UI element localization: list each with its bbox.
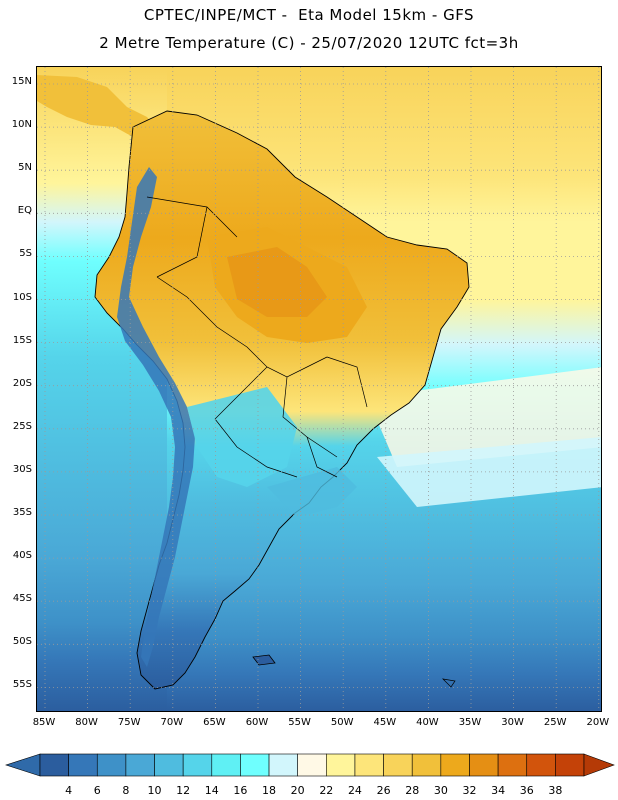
legend-color-box <box>96 753 127 777</box>
legend-value-label: 28 <box>405 784 420 797</box>
legend-color-box <box>154 753 184 777</box>
longitude-label: 85W <box>32 717 56 728</box>
legend-color-box <box>497 753 528 777</box>
legend-value-label: 32 <box>462 784 477 797</box>
legend-value-label: 4 <box>65 784 73 797</box>
latitude-label: 20S <box>12 377 32 389</box>
andes-cold-spine <box>117 167 195 667</box>
longitude-label: 75W <box>117 717 141 728</box>
legend-color-box <box>411 753 442 777</box>
longitude-label: 60W <box>245 717 269 728</box>
legend-color-box <box>526 753 556 777</box>
country-borders <box>146 196 368 478</box>
legend-color-box <box>182 753 213 777</box>
legend-value-label: 38 <box>548 784 563 797</box>
longitude-label: 65W <box>203 717 226 728</box>
legend-under-arrow <box>5 753 41 777</box>
longitude-label: 25W <box>543 717 567 728</box>
legend-value-label: 20 <box>290 784 305 797</box>
legend-color-box <box>39 753 69 777</box>
map-title-line-1: CPTEC/INPE/MCT - Eta Model 15km - GFS <box>143 6 475 24</box>
falkland-islands <box>252 654 276 666</box>
legend-color-box <box>440 753 470 777</box>
latitude-label: 45S <box>12 593 32 605</box>
legend-color-box <box>326 753 356 777</box>
latitude-label: 5S <box>19 248 32 260</box>
longitude-label: 80W <box>75 717 98 728</box>
legend-value-label: 24 <box>347 784 362 797</box>
longitude-label: 30W <box>501 717 524 728</box>
map-canvas <box>37 67 601 711</box>
legend-value-label: 6 <box>93 784 101 797</box>
latitude-label: 25S <box>12 420 32 432</box>
legend-over-arrow <box>583 753 615 777</box>
temperature-map <box>36 66 602 712</box>
legend-color-box <box>354 753 384 777</box>
legend-value-label: 12 <box>176 784 191 797</box>
legend-color-bar <box>5 753 615 777</box>
legend-value-label: 36 <box>519 784 534 797</box>
latitude-label: 5N <box>18 162 32 174</box>
longitude-label: 55W <box>288 717 311 728</box>
latitude-label: EQ <box>17 205 32 217</box>
longitude-label: 70W <box>160 717 184 728</box>
legend-color-box <box>68 753 98 777</box>
legend-value-label: 10 <box>147 784 162 797</box>
legend-value-label: 16 <box>233 784 248 797</box>
longitude-label: 45W <box>373 717 397 728</box>
legend-color-box <box>297 753 327 777</box>
latitude-label: 40S <box>12 550 32 562</box>
legend-color-box <box>469 753 499 777</box>
longitude-label: 35W <box>458 717 482 728</box>
longitude-label: 20W <box>586 717 610 728</box>
latitude-label: 55S <box>12 679 32 691</box>
central-america-land <box>37 75 157 137</box>
latitude-label: 15S <box>12 334 32 346</box>
pampa-cool-region <box>267 467 357 517</box>
legend-color-box <box>383 753 413 777</box>
latitude-label: 10N <box>11 119 32 131</box>
legend-value-label: 26 <box>376 784 391 797</box>
latitude-label: 35S <box>12 507 32 518</box>
latitude-label: 10S <box>12 291 32 303</box>
latitude-label: 50S <box>12 636 32 648</box>
longitude-label: 50W <box>330 717 354 728</box>
legend-color-box <box>211 753 241 777</box>
latitude-label: 15N <box>11 76 32 87</box>
legend-value-label: 14 <box>204 784 219 797</box>
legend-value-label: 8 <box>122 784 130 797</box>
legend-value-label: 34 <box>491 784 506 797</box>
legend-color-box <box>240 753 270 777</box>
longitude-label: 40W <box>416 717 439 728</box>
legend-value-label: 18 <box>262 784 277 797</box>
legend-value-label: 22 <box>319 784 334 797</box>
map-title-line-2: 2 Metre Temperature (C) - 25/07/2020 12U… <box>99 34 519 52</box>
legend-value-label: 30 <box>433 784 448 797</box>
legend-color-box <box>268 753 298 777</box>
latitude-label: 30S <box>12 463 32 475</box>
south-georgia-island <box>441 678 456 688</box>
legend-color-box <box>125 753 155 777</box>
southern-cool-region <box>187 387 297 487</box>
legend-color-box <box>555 753 585 777</box>
atlantic-warm-band <box>367 367 601 467</box>
